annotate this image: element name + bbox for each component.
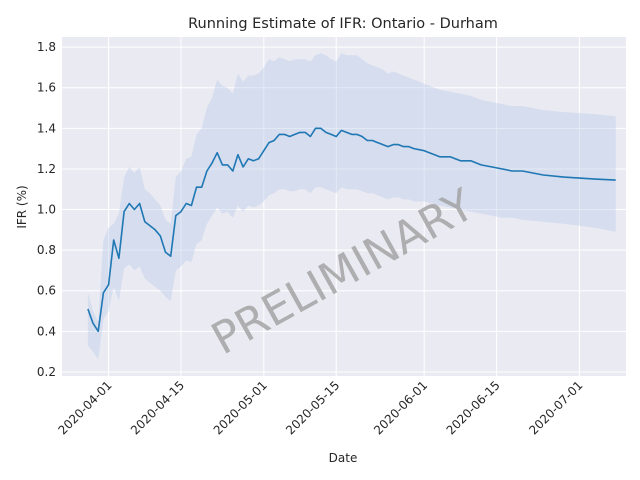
x-axis-ticks: 2020-04-01 2020-04-15 2020-05-01 2020-05-15…	[55, 378, 585, 437]
y-tick-label: 0.6	[37, 284, 56, 298]
grid-lines	[62, 37, 626, 376]
plot-area	[62, 37, 626, 376]
x-tick-label: 2020-06-15	[444, 378, 503, 437]
y-axis-label: IFR (%)	[15, 185, 29, 228]
y-tick-label: 1.0	[37, 203, 56, 217]
confidence-band	[87, 53, 616, 360]
x-tick-label: 2020-04-01	[55, 378, 114, 437]
y-tick-label: 0.4	[37, 324, 56, 338]
ifr-estimate-line	[87, 127, 616, 333]
x-tick-label: 2020-05-01	[211, 378, 270, 437]
x-tick-label: 2020-07-01	[526, 378, 585, 437]
x-axis-label: Date	[329, 451, 358, 465]
y-tick-label: 1.4	[37, 121, 56, 135]
y-axis-ticks: 0.2 0.4 0.6 0.8 1.0 1.2 1.4 1.6 1.8	[37, 40, 56, 379]
y-tick-label: 1.6	[37, 81, 56, 95]
y-tick-label: 1.8	[37, 40, 56, 54]
x-tick-label: 2020-06-01	[371, 378, 430, 437]
y-tick-label: 1.2	[37, 162, 56, 176]
x-tick-label: 2020-04-15	[128, 378, 187, 437]
y-tick-label: 0.2	[37, 365, 56, 379]
chart-title: Running Estimate of IFR: Ontario - Durha…	[188, 16, 498, 32]
y-tick-label: 0.8	[37, 243, 56, 257]
x-tick-label: 2020-05-15	[283, 378, 342, 437]
